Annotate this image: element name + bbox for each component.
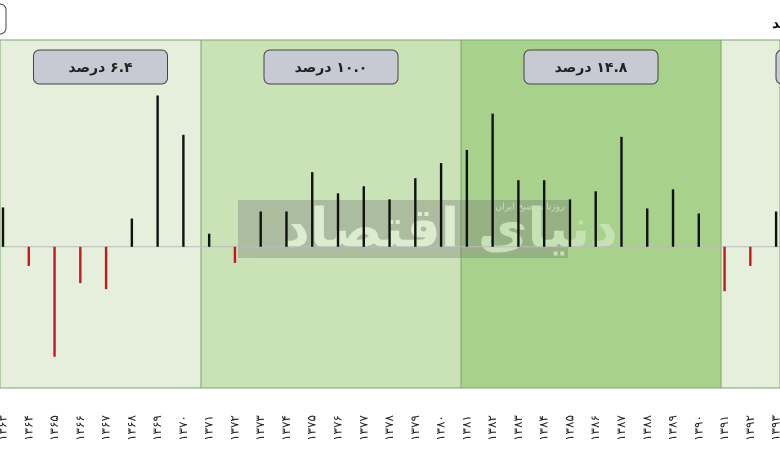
- period-label: ۶.۴ درصد: [68, 60, 133, 76]
- watermark-subtitle: روزنامه صبح ایران: [496, 203, 565, 213]
- bar: [749, 246, 752, 266]
- x-tick-label: ۱۳۶۶: [73, 415, 87, 441]
- x-tick-label: ۱۳۸۹: [666, 415, 680, 441]
- x-tick-label: ۱۳۷۳: [253, 415, 267, 441]
- x-tick-label: ۱۳۸۸: [640, 415, 654, 441]
- period-region: [0, 39, 202, 389]
- x-tick-label: ۱۳۶۹: [150, 415, 164, 441]
- x-tick-label: ۱۳۷۲: [227, 415, 241, 441]
- bar: [336, 193, 340, 247]
- bar: [104, 246, 108, 290]
- period-box: [33, 49, 168, 85]
- bar: [620, 136, 623, 247]
- bar: [388, 199, 391, 247]
- bar: [311, 172, 314, 247]
- watermark-text: دنیای اقتصاد: [282, 197, 618, 260]
- bar: [568, 199, 572, 247]
- period-label: ۱۰.۰ درصد: [295, 60, 368, 76]
- x-tick-label: ۱۳۶۵: [47, 415, 61, 441]
- x-tick-label: ۱۳۸۰: [434, 415, 448, 441]
- bar: [362, 186, 365, 247]
- bar: [414, 178, 417, 247]
- bar: [465, 149, 469, 247]
- chart-title: تغییرات سالانه شاخص تولید صنعتی کارگاه‌ه…: [772, 15, 780, 32]
- x-tick-label: ۱۳۹۲: [743, 415, 757, 441]
- x-tick-label: ۱۳۸۱: [459, 415, 473, 441]
- bar: [517, 180, 520, 247]
- x-tick-label: ۱۳۷۷: [356, 415, 370, 441]
- period-box: [775, 49, 780, 85]
- bar: [233, 246, 237, 263]
- period-region: [460, 39, 722, 389]
- x-tick-label: ۱۳۶۴: [21, 415, 35, 441]
- bar: [130, 218, 134, 247]
- x-tick-label: ۱۳۹۳: [769, 415, 780, 441]
- bar: [79, 246, 82, 284]
- x-tick-label: ۱۳۷۸: [382, 415, 396, 441]
- x-tick-label: ۱۳۹۰: [691, 415, 705, 441]
- bar: [285, 211, 288, 247]
- x-tick-label: ۱۳۷۶: [331, 415, 345, 441]
- watermark-band: [238, 200, 568, 258]
- bar: [491, 113, 494, 247]
- period-label: ۱۴.۸ درصد: [555, 60, 628, 76]
- bar: [439, 163, 443, 247]
- x-tick-label: ۱۳۷۵: [305, 415, 319, 441]
- bar: [594, 191, 597, 247]
- x-tick-label: ۱۳۷۴: [279, 415, 293, 441]
- x-tick-label: ۱۳۶۷: [99, 415, 113, 441]
- period-region: [200, 39, 462, 389]
- bar: [697, 213, 700, 247]
- bar: [53, 246, 56, 357]
- x-tick-label: ۱۳۸۷: [614, 415, 628, 441]
- bar: [774, 211, 778, 247]
- x-tick-label: ۱۳۸۵: [562, 415, 576, 441]
- period-region: [720, 39, 780, 389]
- period-box: [263, 49, 399, 85]
- bar: [646, 208, 649, 247]
- period-box: [523, 49, 659, 85]
- bar: [27, 246, 30, 266]
- x-tick-label: ۱۳۶۸: [124, 415, 138, 441]
- bar: [1, 207, 5, 247]
- x-tick-label: ۱۳۶۳: [0, 415, 10, 441]
- x-tick-label: ۱۳۷۱: [202, 415, 216, 441]
- bar: [259, 211, 262, 247]
- x-tick-label: ۱۳۸۴: [537, 415, 551, 441]
- x-tick-label: ۱۳۸۲: [485, 415, 499, 441]
- bar: [723, 246, 726, 292]
- x-tick-label: ۱۳۷۹: [408, 415, 422, 441]
- bar: [207, 233, 211, 247]
- x-tick-label: ۱۳۸۳: [511, 415, 525, 441]
- watermark: دنیای اقتصاد روزنامه صبح ایران: [238, 197, 618, 260]
- x-tick-label: ۱۳۷۰: [176, 415, 190, 441]
- bar: [156, 95, 159, 247]
- bar: [671, 189, 675, 247]
- x-tick-label: ۱۳۸۶: [588, 415, 602, 441]
- x-tick-label: ۱۳۹۱: [717, 415, 731, 441]
- bar: [182, 134, 185, 247]
- corner-box: [0, 3, 7, 35]
- bar: [542, 180, 546, 247]
